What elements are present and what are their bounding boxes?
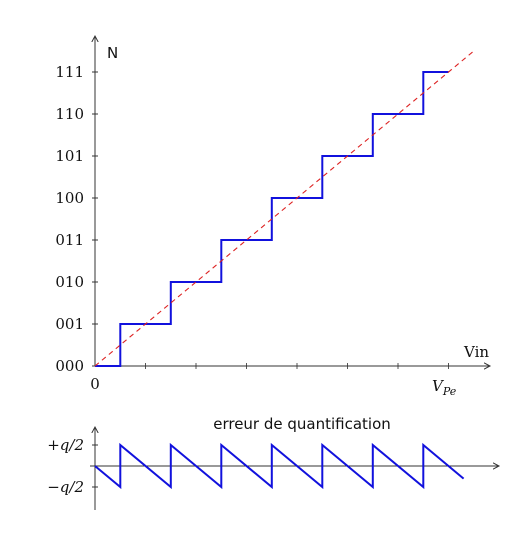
y-tick-label: 000 [55,357,84,375]
y-tick-label: 101 [55,147,84,165]
error-y-tick-label: +q/2 [47,436,84,454]
y-tick-label: 010 [55,273,84,291]
error-y-tick-marks [92,444,98,488]
series-group [94,50,475,367]
quantization-error-series [94,442,465,490]
transfer-characteristic-chart: N Vin 000 001 010 011 100 101 110 111 0 VPe [55,36,490,398]
y-tick-label: 001 [55,315,84,333]
error-y-tick-label: −q/2 [47,478,84,496]
y-tick-label: 100 [55,189,84,207]
error-chart-title: erreur de quantification [213,415,391,433]
y-tick-labels: 000 001 010 011 100 101 110 111 [55,63,84,375]
x-axis-label: Vin [463,343,489,361]
y-tick-label: 111 [55,63,84,81]
x-tick-label-full-scale: VPe [432,377,457,398]
error-series-group [94,442,465,490]
ideal-line-series [94,50,475,367]
error-y-tick-labels: +q/2 −q/2 [47,436,84,496]
x-tick-label-zero: 0 [90,375,100,393]
y-tick-label: 110 [55,105,84,123]
y-tick-label: 011 [55,231,84,249]
y-axis-label: N [107,44,118,62]
quantization-error-chart: erreur de quantification +q/2 −q/2 [47,415,499,510]
